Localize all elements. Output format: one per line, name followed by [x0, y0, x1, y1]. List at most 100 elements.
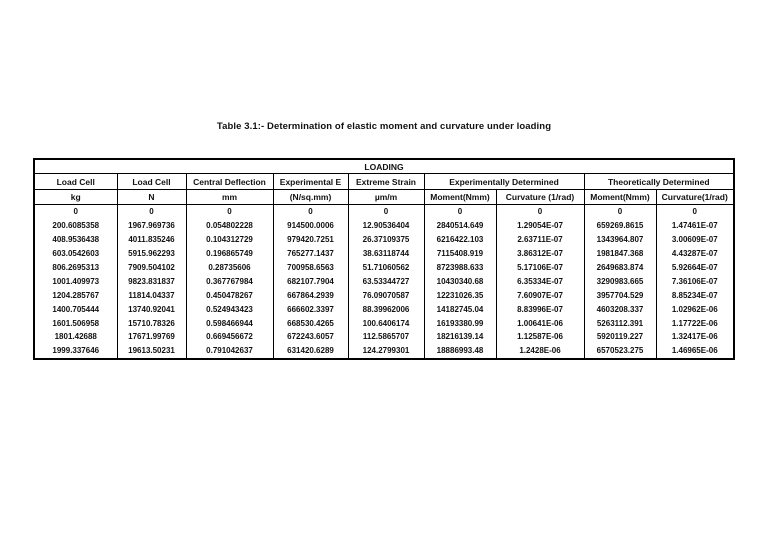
table-cell: 1.2428E-06 — [495, 343, 585, 359]
header-load-cell-n: Load Cell — [116, 173, 187, 190]
table-cell: 1967.969736 — [116, 218, 187, 233]
table-cell: 0.28735606 — [185, 260, 274, 275]
table-cell: 1.12587E-06 — [495, 330, 585, 344]
table-cell: 7115408.919 — [423, 246, 497, 261]
table-cell: 0.524943423 — [185, 302, 274, 317]
table-cell: 0.669456672 — [185, 330, 274, 344]
table-cell: 6570523.275 — [583, 343, 657, 359]
loading-header-cell: LOADING — [33, 158, 735, 174]
table-cell: 0.196865749 — [185, 246, 274, 261]
table-cell: 806.2695313 — [33, 260, 118, 275]
table-cell: 19613.50231 — [116, 343, 187, 359]
table-row: 408.9536438 4011.835246 0.104312729 979420.… — [33, 232, 735, 247]
table-cell: 1.46965E-06 — [655, 343, 735, 359]
table-header: LOADING Load Cell Load Cell Central Defl… — [33, 158, 735, 205]
header-theoretically-determined: Theoretically Determined — [583, 173, 735, 190]
table-body: 0 0 0 0 0 0 0 0 0 200.6085358 1967.969736 0.0548022… — [33, 204, 735, 359]
table-cell: 2649683.874 — [583, 260, 657, 275]
table-cell: 8.85234E-07 — [655, 288, 735, 303]
table-row: 1999.337646 19613.50231 0.791042637 631420.… — [33, 343, 735, 359]
table-cell: 13740.92041 — [116, 302, 187, 317]
table-cell: 1001.409973 — [33, 274, 118, 289]
table-cell: 0.104312729 — [185, 232, 274, 247]
table-cell: 1343964.807 — [583, 232, 657, 247]
table-cell: 1981847.368 — [583, 246, 657, 261]
header-extreme-strain: Extreme Strain — [347, 173, 425, 190]
table-cell: 4011.835246 — [116, 232, 187, 247]
table-cell: 5263112.391 — [583, 316, 657, 331]
table-cell: 0 — [495, 204, 585, 219]
table-cell: 26.37109375 — [347, 232, 425, 247]
unit-curvature-theo: Curvature(1/rad) — [655, 189, 735, 205]
units-row: kg N mm (N/sq.mm) µm/m Moment(Nmm) Curva… — [33, 189, 735, 205]
unit-moment-exp: Moment(Nmm) — [423, 189, 497, 205]
unit-um-m: µm/m — [347, 189, 425, 205]
table-cell: 668530.4265 — [272, 316, 349, 331]
table-cell: 88.39962006 — [347, 302, 425, 317]
table-row: 806.2695313 7909.504102 0.28735606 700958.6… — [33, 260, 735, 275]
table-cell: 0 — [423, 204, 497, 219]
table-caption: Table 3.1:- Determination of elastic mom… — [216, 121, 552, 132]
table-cell: 14182745.04 — [423, 302, 497, 317]
table-cell: 0 — [583, 204, 657, 219]
table-cell: 1204.285767 — [33, 288, 118, 303]
header-central-deflection: Central Deflection — [185, 173, 274, 190]
table-cell: 1601.506958 — [33, 316, 118, 331]
table-cell: 9823.831837 — [116, 274, 187, 289]
table-cell: 38.63118744 — [347, 246, 425, 261]
unit-moment-theo: Moment(Nmm) — [583, 189, 657, 205]
table-cell: 8723988.633 — [423, 260, 497, 275]
unit-curvature-exp: Curvature (1/rad) — [495, 189, 585, 205]
table-cell: 666602.3397 — [272, 302, 349, 317]
table-cell: 0 — [116, 204, 187, 219]
table-cell: 0 — [272, 204, 349, 219]
table-cell: 4.43287E-07 — [655, 246, 735, 261]
table-cell: 1.02962E-06 — [655, 302, 735, 317]
table-cell: 1.29054E-07 — [495, 218, 585, 233]
table-cell: 1400.705444 — [33, 302, 118, 317]
unit-n-sq-mm: (N/sq.mm) — [272, 189, 349, 205]
table-cell: 700958.6563 — [272, 260, 349, 275]
table-cell: 51.71060562 — [347, 260, 425, 275]
table-cell: 1.47461E-07 — [655, 218, 735, 233]
table-cell: 0 — [185, 204, 274, 219]
table-cell: 4603208.337 — [583, 302, 657, 317]
unit-kg: kg — [33, 189, 118, 205]
table-cell: 100.6406174 — [347, 316, 425, 331]
table-row: 1204.285767 11814.04337 0.450478267 667864.… — [33, 288, 735, 303]
table-cell: 11814.04337 — [116, 288, 187, 303]
loading-data-table: LOADING Load Cell Load Cell Central Defl… — [33, 158, 735, 360]
table-cell: 1801.42688 — [33, 330, 118, 344]
table-row: 1601.506958 15710.78326 0.598466944 668530.… — [33, 316, 735, 331]
table-cell: 10430340.68 — [423, 274, 497, 289]
loading-header-row: LOADING — [33, 158, 735, 174]
table-cell: 914500.0006 — [272, 218, 349, 233]
table-cell: 6216422.103 — [423, 232, 497, 247]
table-cell: 7.60907E-07 — [495, 288, 585, 303]
table-cell: 0.598466944 — [185, 316, 274, 331]
table-cell: 0.367767984 — [185, 274, 274, 289]
table-cell: 7.36106E-07 — [655, 274, 735, 289]
table-row: 200.6085358 1967.969736 0.054802228 914500.… — [33, 218, 735, 233]
table-cell: 0.054802228 — [185, 218, 274, 233]
table-cell: 8.83996E-07 — [495, 302, 585, 317]
table-row: 1801.42688 17671.99769 0.669456672 672243.6… — [33, 330, 735, 344]
table-cell: 3290983.665 — [583, 274, 657, 289]
table-cell: 1.32417E-06 — [655, 330, 735, 344]
table-row: 1400.705444 13740.92041 0.524943423 666602.… — [33, 302, 735, 317]
table-cell: 631420.6289 — [272, 343, 349, 359]
table-cell: 5.17106E-07 — [495, 260, 585, 275]
table-cell: 0.791042637 — [185, 343, 274, 359]
table-cell: 17671.99769 — [116, 330, 187, 344]
table-cell: 2840514.649 — [423, 218, 497, 233]
table-cell: 15710.78326 — [116, 316, 187, 331]
table-cell: 76.09070587 — [347, 288, 425, 303]
table-cell: 18216139.14 — [423, 330, 497, 344]
header-experimentally-determined: Experimentally Determined — [423, 173, 585, 190]
table-cell: 682107.7904 — [272, 274, 349, 289]
table-cell: 979420.7251 — [272, 232, 349, 247]
table-cell: 3.86312E-07 — [495, 246, 585, 261]
header-load-cell-kg: Load Cell — [33, 173, 118, 190]
table-cell: 200.6085358 — [33, 218, 118, 233]
table-cell: 5915.962293 — [116, 246, 187, 261]
